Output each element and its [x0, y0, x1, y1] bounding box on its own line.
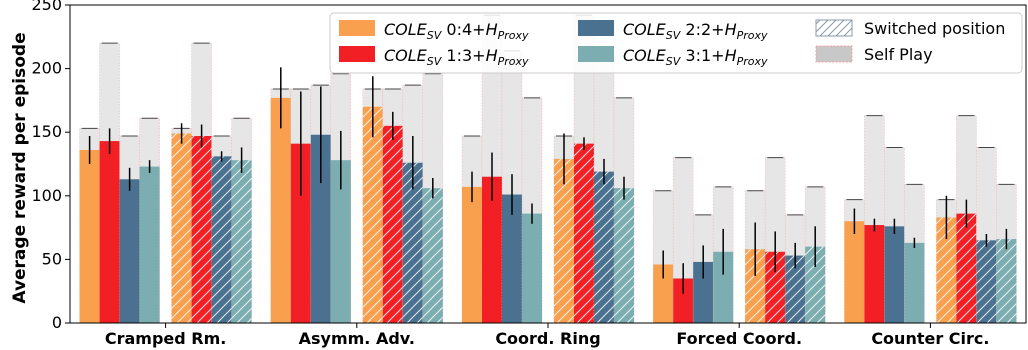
data-bar: [462, 186, 482, 323]
data-bar: [864, 225, 885, 323]
switched-hatch: [976, 240, 997, 323]
switched-hatch: [231, 160, 252, 323]
x-tick-label: Forced Coord.: [676, 329, 802, 348]
switched-hatch: [402, 162, 423, 323]
data-bar: [119, 179, 140, 323]
legend-label-selfplay: Self Play: [864, 45, 933, 64]
y-tick-label: 150: [31, 122, 62, 141]
data-bar: [904, 242, 925, 323]
switched-hatch: [594, 171, 614, 323]
data-bar: [653, 264, 674, 323]
data-bar: [502, 194, 522, 323]
data-bar: [693, 261, 714, 323]
data-bar: [522, 213, 542, 323]
data-bar: [844, 221, 865, 323]
switched-hatch: [745, 249, 766, 323]
legend-swatch-selfplay: [815, 45, 853, 63]
switched-hatch: [191, 136, 212, 323]
data-bar: [673, 278, 694, 323]
y-tick-label: 100: [31, 186, 62, 205]
legend-label: COLESV 1:3+HProxy: [384, 46, 529, 68]
x-tick-label: Asymm. Adv.: [299, 329, 415, 348]
switched-hatch: [785, 255, 806, 323]
y-tick-label: 50: [42, 249, 62, 268]
switched-hatch: [574, 143, 594, 323]
data-bar: [99, 141, 120, 323]
data-bar: [290, 143, 311, 323]
legend-label: COLESV 0:4+HProxy: [384, 20, 529, 42]
y-tick-label: 250: [31, 0, 62, 14]
legend-label: COLESV 3:1+HProxy: [623, 46, 768, 68]
data-bar: [79, 150, 100, 323]
legend-swatch: [339, 20, 375, 36]
axes-frame: [69, 4, 1027, 324]
legend-swatch-switched: [815, 19, 853, 37]
legend: COLESV 0:4+HProxy COLESV 1:3+HProxy COLESV…: [329, 12, 1023, 74]
switched-hatch: [382, 125, 403, 323]
switched-hatch: [956, 213, 977, 323]
legend-swatch: [578, 46, 614, 62]
axes: Cramped Rm. Asymm. Adv. Coord. Ring Forced …: [31, 0, 1027, 348]
y-tick-label: 200: [31, 59, 62, 78]
switched-hatch: [362, 106, 383, 323]
data-bar: [139, 166, 160, 323]
data-bar: [310, 134, 331, 323]
data-bar: [330, 160, 351, 323]
data-bar: [482, 176, 502, 323]
switched-hatch: [614, 188, 634, 323]
switched-hatch: [171, 133, 192, 323]
switched-hatch: [765, 251, 786, 323]
x-tick-label: Counter Circ.: [871, 329, 989, 348]
switched-hatch: [996, 239, 1017, 323]
data-bar: [884, 226, 905, 323]
x-tick-label: Coord. Ring: [495, 329, 600, 348]
plot-area: [79, 14, 1017, 324]
legend-swatch: [578, 20, 614, 36]
switched-hatch: [936, 217, 957, 323]
legend-swatch: [339, 46, 375, 62]
y-axis-title: Average reward per episode: [10, 32, 30, 303]
data-bar: [270, 97, 291, 323]
switched-hatch: [805, 246, 826, 323]
legend-label-switched: Switched position: [864, 19, 1005, 38]
switched-hatch: [554, 158, 574, 323]
switched-hatch: [422, 188, 443, 323]
x-tick-label: Cramped Rm.: [105, 329, 227, 348]
switched-hatch: [211, 156, 232, 323]
legend-label: COLESV 2:2+HProxy: [623, 20, 768, 42]
y-tick-label: 0: [52, 313, 62, 332]
data-bar: [713, 251, 734, 323]
